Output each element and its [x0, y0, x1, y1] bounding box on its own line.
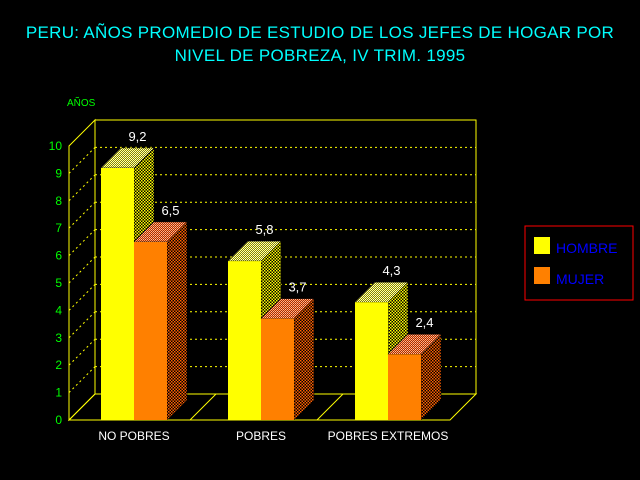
data-label: 2,4 [415, 315, 433, 330]
bar [228, 261, 261, 420]
bar-side [293, 298, 315, 421]
gridline-side [68, 201, 96, 229]
y-tick-label: 6 [55, 249, 62, 263]
y-tick-label: 3 [55, 331, 62, 345]
y-tick-label: 1 [55, 386, 62, 400]
data-label: 6,5 [161, 203, 179, 218]
y-tick-label: 0 [55, 413, 62, 427]
data-label: 9,2 [128, 129, 146, 144]
bar [134, 241, 167, 420]
left-wall [68, 118, 96, 422]
y-tick-label: 5 [55, 276, 62, 290]
legend-swatch-hombre [534, 237, 550, 254]
chart-subtitle: NIVEL DE POBREZA, IV TRIM. 1995 [175, 46, 466, 65]
legend-label-hombre: HOMBRE [556, 240, 617, 256]
y-tick-label: 4 [55, 303, 62, 317]
data-label: 5,8 [255, 222, 273, 237]
gridline-side [68, 338, 96, 366]
data-label: 4,3 [382, 263, 400, 278]
y-tick-label: 8 [55, 194, 62, 208]
bar-side [166, 221, 188, 421]
y-axis-ticks: 0 1 2 3 4 5 6 7 8 9 10 [49, 139, 63, 427]
gridline-side [68, 366, 96, 393]
x-axis-ticks: NO POBRES POBRES POBRES EXTREMOS [98, 429, 448, 443]
bar [261, 318, 294, 420]
gridline-side [68, 256, 96, 284]
bars: 9,2 6,5 5,8 3,7 4,3 2,4 [100, 129, 442, 421]
data-label: 3,7 [288, 280, 306, 295]
floor [67, 393, 478, 421]
gridline-side [68, 147, 96, 174]
floor-divider [189, 393, 217, 421]
x-tick-label: POBRES EXTREMOS [328, 429, 449, 443]
bar [388, 354, 421, 420]
legend: HOMBRE MUJER [524, 225, 634, 301]
x-tick-label: POBRES [236, 429, 286, 443]
y-tick-label: 10 [49, 139, 63, 153]
gridline-side [68, 174, 96, 202]
bar [101, 167, 134, 420]
y-axis-label: AÑOS [67, 96, 96, 109]
legend-swatch-mujer [534, 267, 550, 284]
legend-label-mujer: MUJER [556, 271, 604, 287]
y-tick-label: 7 [55, 221, 62, 235]
chart-title: PERU: AÑOS PROMEDIO DE ESTUDIO DE LOS JE… [26, 23, 614, 42]
bar [355, 302, 388, 420]
gridline-side [68, 284, 96, 311]
x-tick-label: NO POBRES [98, 429, 169, 443]
floor-divider [316, 393, 344, 421]
gridline-side [68, 229, 96, 256]
y-tick-label: 2 [55, 358, 62, 372]
gridline-side [68, 311, 96, 339]
plot-frame [67, 118, 478, 422]
y-tick-label: 9 [55, 166, 62, 180]
